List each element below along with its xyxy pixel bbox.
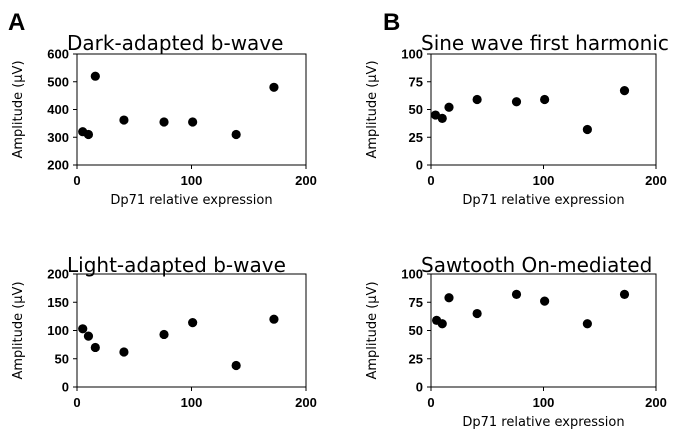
- y-tick-label: 200: [47, 267, 69, 282]
- y-tick-label: 25: [409, 130, 423, 145]
- data-point: [540, 94, 550, 105]
- panel-letter-b: B: [383, 9, 400, 36]
- y-tick-label: 150: [47, 295, 69, 310]
- data-point: [437, 319, 447, 329]
- data-point: [188, 117, 198, 127]
- data-point: [472, 308, 482, 319]
- x-tick-label: 100: [181, 395, 203, 410]
- panel-letter-a: A: [8, 9, 25, 36]
- y-tick-label: 50: [409, 102, 423, 117]
- chart-title: Light-adapted b-wave: [67, 253, 286, 277]
- y-tick-label: 300: [47, 130, 69, 145]
- x-tick-label: 100: [533, 173, 555, 188]
- plot-frame: [76, 53, 307, 166]
- x-tick-label: 200: [295, 395, 317, 410]
- y-tick-label: 75: [409, 295, 423, 310]
- y-tick-label: 500: [47, 74, 69, 89]
- y-tick-label: 600: [47, 47, 69, 62]
- y-tick-label: 50: [55, 351, 69, 366]
- x-tick-label: 0: [73, 173, 80, 188]
- data-point: [188, 317, 198, 328]
- y-axis-label: Amplitude (μV): [11, 60, 26, 158]
- chart-4: Sawtooth On-mediated 0 25 50 75 100 0 100 200 Dp7…: [365, 253, 667, 430]
- data-point: [269, 82, 279, 92]
- data-point: [582, 319, 592, 329]
- data-point: [83, 129, 94, 140]
- y-tick-label: 75: [409, 74, 423, 89]
- data-point: [90, 71, 100, 81]
- chart-title: Dark-adapted b-wave: [67, 31, 283, 55]
- data-point: [231, 129, 241, 140]
- data-point: [231, 360, 241, 371]
- x-axis-label: Dp71 relative expression: [462, 193, 624, 208]
- y-tick-label: 100: [401, 47, 423, 62]
- plot-frame: [430, 53, 657, 166]
- data-point: [444, 102, 454, 112]
- x-tick-label: 200: [645, 173, 667, 188]
- x-axis-label: Dp71 relative expression: [110, 193, 272, 208]
- y-tick-label: 0: [62, 380, 69, 395]
- x-tick-label: 100: [181, 173, 203, 188]
- y-tick-label: 100: [47, 323, 69, 338]
- x-tick-label: 200: [295, 173, 317, 188]
- x-tick-label: 0: [73, 395, 80, 410]
- data-point: [119, 347, 129, 357]
- data-point: [78, 324, 88, 334]
- x-tick-label: 100: [533, 395, 555, 410]
- chart-title: Sawtooth On-mediated: [421, 253, 652, 277]
- x-tick-label: 0: [427, 173, 434, 188]
- chart-title: Sine wave first harmonic: [421, 31, 669, 55]
- y-axis-label: Amplitude (μV): [11, 281, 26, 379]
- chart-3: Light-adapted b-wave 0 50 100 150 200 0 100 200 A…: [11, 253, 317, 410]
- y-tick-label: 25: [409, 351, 423, 366]
- data-point: [619, 289, 630, 299]
- data-point: [269, 314, 279, 324]
- y-tick-label: 100: [401, 267, 423, 282]
- data-point: [119, 115, 129, 125]
- y-tick-label: 50: [409, 323, 423, 338]
- y-axis-label: Amplitude (μV): [365, 281, 380, 379]
- x-tick-label: 200: [645, 395, 667, 410]
- data-point: [582, 124, 592, 135]
- y-tick-label: 200: [47, 158, 69, 173]
- data-point: [444, 293, 454, 303]
- data-point: [511, 97, 522, 107]
- data-point: [159, 329, 169, 340]
- data-point: [511, 289, 522, 299]
- data-point: [540, 296, 550, 306]
- data-point: [472, 94, 482, 105]
- chart-2: Sine wave first harmonic 0 25 50 75 100 0 100 20…: [365, 31, 669, 208]
- x-axis-label: Dp71 relative expression: [462, 415, 624, 430]
- y-tick-label: 0: [416, 380, 423, 395]
- data-point: [619, 86, 630, 96]
- data-point: [437, 113, 447, 123]
- data-point: [83, 331, 94, 341]
- plot-frame: [76, 273, 307, 388]
- x-tick-label: 0: [427, 395, 434, 410]
- data-point: [90, 342, 100, 353]
- y-tick-label: 400: [47, 102, 69, 117]
- y-tick-label: 0: [416, 158, 423, 173]
- y-axis-label: Amplitude (μV): [365, 60, 380, 158]
- chart-1: Dark-adapted b-wave 200 300 400 500 600 0 100 20…: [11, 31, 317, 208]
- data-point: [159, 117, 169, 127]
